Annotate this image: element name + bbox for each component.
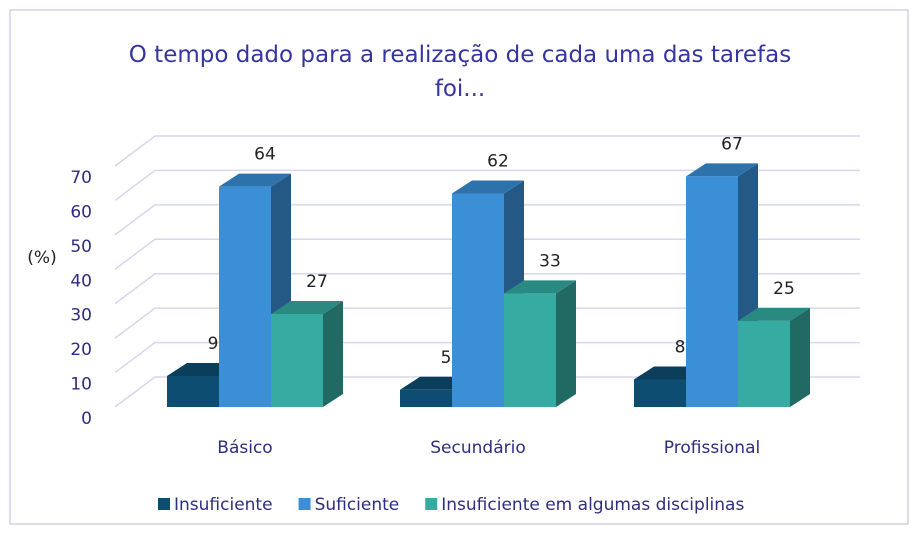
data-label: 33 [539,251,561,271]
bar-front [271,314,323,407]
grid-line [114,204,860,236]
bar-front [219,186,271,407]
x-tick-label: Profissional [664,438,760,458]
data-label: 64 [254,145,276,165]
y-tick-label: 30 [70,306,92,326]
bar-front [738,320,790,407]
bar-front [686,176,738,407]
grid-line [114,272,860,305]
legend-label: Suficiente [315,495,400,515]
data-label: 9 [208,334,219,354]
y-tick-label: 50 [70,237,92,257]
legend-swatch [425,498,438,510]
data-label: 27 [306,272,328,292]
bar-top [271,301,343,315]
bar-front [167,376,219,407]
chart-border [9,9,909,525]
bar-front [634,379,686,407]
x-tick-label: Secundário [430,438,525,458]
data-label: 8 [675,337,686,357]
grid-line [114,341,860,374]
bar-top [219,173,291,187]
bar-front [400,389,452,407]
y-tick-label: 70 [70,168,92,188]
grid-line [114,307,860,339]
y-tick-label: 10 [70,375,92,395]
bar-front [504,293,556,407]
y-tick-label: 60 [70,202,92,222]
legend-label: Insuficiente em algumas disciplinas [441,495,744,515]
y-axis-label: (%) [27,248,56,268]
bar-top [686,163,758,177]
y-tick-label: 20 [70,340,92,360]
data-label: 25 [773,279,795,299]
data-label: 62 [487,152,509,172]
grid-line [114,238,860,270]
bar [738,307,810,407]
legend-swatch [298,498,311,510]
data-label: 67 [721,134,743,154]
grid-line [114,135,860,167]
chart-title: O tempo dado para a realização de cada u… [128,42,792,102]
bar-top [738,307,810,321]
bar-side [323,301,343,407]
grid-line [114,169,860,202]
bar-top [504,280,576,294]
bar [271,301,343,407]
y-tick-label: 40 [70,271,92,291]
bar-front [452,193,504,407]
grid-line [114,376,860,408]
data-label: 5 [441,348,452,368]
bar-top [452,180,524,194]
legend-swatch [158,498,170,510]
y-tick-label: 0 [81,409,92,429]
x-tick-label: Básico [217,438,272,458]
bar-side [556,280,576,407]
bar [504,280,576,407]
legend-label: Insuficiente [174,495,273,515]
bar-side [790,307,810,407]
